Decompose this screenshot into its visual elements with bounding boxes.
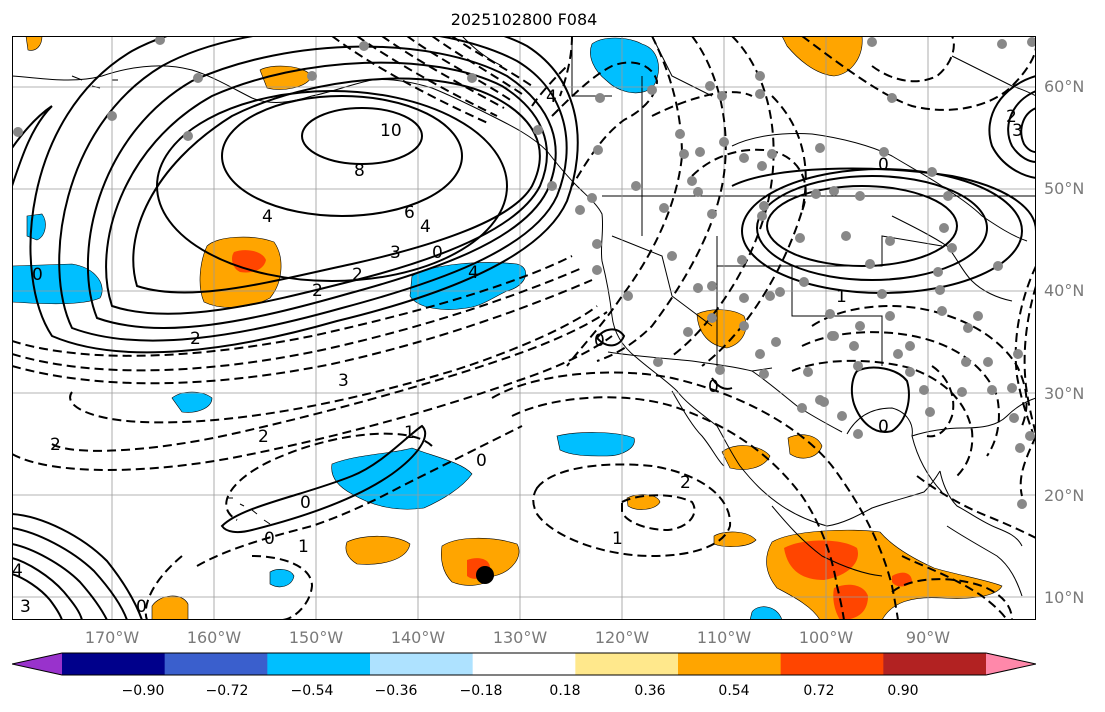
contour-label: 0 xyxy=(432,243,443,263)
lon-label: 140°W xyxy=(390,628,446,647)
contour-label: 2 xyxy=(190,329,201,349)
contour-label: 1 xyxy=(298,537,309,557)
contour-label: 0 xyxy=(476,451,487,471)
contour-label: 1 xyxy=(836,287,847,307)
contour-label: 1 xyxy=(404,423,415,443)
contour-labels: 10 8 6 4 4 3 2 2 0 4 4 2 0 3 2 2 1 0 0 1… xyxy=(12,87,1023,617)
colorbar-tick-label: 0.72 xyxy=(803,683,835,699)
map-frame xyxy=(12,36,1036,620)
lon-label: 100°W xyxy=(798,628,854,647)
lon-label: 160°W xyxy=(186,628,242,647)
colorbar xyxy=(12,652,1036,676)
lat-label: 20°N xyxy=(1044,486,1085,505)
contour-label: 2 xyxy=(312,281,323,301)
colorbar-segment xyxy=(883,653,987,675)
contour-label: 0 xyxy=(878,417,889,437)
lat-label: 50°N xyxy=(1044,179,1085,198)
contour-label: 4 xyxy=(262,207,273,227)
contour-label: 2 xyxy=(680,473,691,493)
contour-label: 4 xyxy=(546,87,557,107)
colorbar-segment xyxy=(678,653,782,675)
colorbar-extend-low xyxy=(12,653,62,675)
contour-label: 4 xyxy=(420,217,431,237)
negative-shade xyxy=(269,569,295,588)
positive-shade xyxy=(345,535,411,565)
colorbar-outline xyxy=(12,652,1036,676)
colorbar-segment xyxy=(370,653,474,675)
lon-label: 150°W xyxy=(288,628,344,647)
contour-label: 2 xyxy=(50,435,61,455)
contour-label: 3 xyxy=(20,597,31,617)
contour-label: 0 xyxy=(300,493,311,513)
contour-label: 0 xyxy=(878,155,889,175)
lat-label: 30°N xyxy=(1044,384,1085,403)
lon-label: 110°W xyxy=(696,628,752,647)
contour-label: 3 xyxy=(338,371,349,391)
lat-label: 10°N xyxy=(1044,588,1085,607)
colorbar-tick-label: 0.18 xyxy=(549,683,581,699)
contour-label: 3 xyxy=(390,243,401,263)
contour-label: 6 xyxy=(404,203,415,223)
station-dots xyxy=(13,36,1036,509)
contour-label: 8 xyxy=(354,161,365,181)
positive-shade xyxy=(199,236,282,308)
positive-shade xyxy=(833,584,868,620)
dashed-contours xyxy=(12,36,1036,620)
coastlines xyxy=(12,36,1036,597)
colorbar-extend-high xyxy=(986,653,1036,675)
contour-label: 3 xyxy=(1012,121,1023,141)
colorbar-tick-label: 0.90 xyxy=(887,683,919,699)
colorbar-tick-label: 0.54 xyxy=(718,683,750,699)
lat-label: 60°N xyxy=(1044,77,1085,96)
map-title: 2025102800 F084 xyxy=(450,10,598,29)
lon-label: 130°W xyxy=(492,628,548,647)
colorbar-segment xyxy=(164,653,268,675)
positive-shade xyxy=(151,595,189,620)
lat-label: 40°N xyxy=(1044,281,1085,300)
contour-label: 4 xyxy=(468,263,479,283)
map-panel: 10 8 6 4 4 3 2 2 0 4 4 2 0 3 2 2 1 0 0 1… xyxy=(12,36,1036,620)
colorbar-segment xyxy=(62,653,166,675)
negative-shade xyxy=(331,447,473,510)
contour-label: 0 xyxy=(136,597,147,617)
colorbar-segment xyxy=(472,653,576,675)
contour-label: 2 xyxy=(258,427,269,447)
contour-label: 2 xyxy=(352,265,363,285)
colorbar-segment xyxy=(575,653,679,675)
positive-shade xyxy=(784,540,859,580)
negative-shade xyxy=(556,432,635,457)
lon-label: 170°W xyxy=(84,628,140,647)
contour-label: 4 xyxy=(12,561,23,581)
contour-label: 0 xyxy=(32,265,43,285)
contour-label: 0 xyxy=(264,529,275,549)
colorbar-tick-label: −0.72 xyxy=(205,683,249,699)
lon-label: 120°W xyxy=(594,628,650,647)
colorbar-segment xyxy=(267,653,371,675)
colorbar-segment xyxy=(780,653,884,675)
contour-label: 1 xyxy=(612,529,623,549)
colorbar-tick-label: −0.54 xyxy=(290,683,334,699)
contour-label: 10 xyxy=(380,121,402,141)
contour-label: 2 xyxy=(1006,107,1017,127)
negative-shade xyxy=(749,606,783,620)
contour-label: 0 xyxy=(708,377,719,397)
colorbar-tick-label: −0.90 xyxy=(121,683,165,699)
colorbar-tick-label: 0.36 xyxy=(634,683,666,699)
contour-label: 0 xyxy=(594,331,605,351)
lon-label: 90°W xyxy=(905,628,951,647)
colorbar-tick-label: −0.18 xyxy=(459,683,503,699)
positive-shade xyxy=(721,445,771,470)
colorbar-tick-label: −0.36 xyxy=(374,683,418,699)
storm-center-marker xyxy=(476,566,494,584)
